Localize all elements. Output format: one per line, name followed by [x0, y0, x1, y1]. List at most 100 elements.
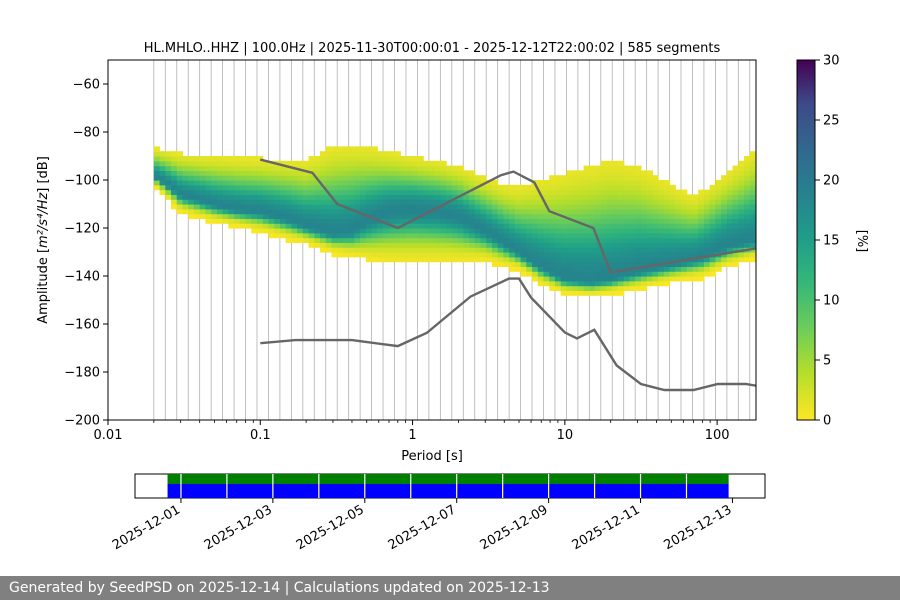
psd-cell	[400, 242, 407, 248]
psd-cell	[423, 237, 430, 243]
psd-cell	[595, 242, 602, 248]
x-tick-label: 1	[408, 428, 416, 443]
psd-cell	[640, 189, 648, 195]
psd-cell	[554, 280, 562, 287]
psd-cell	[383, 184, 390, 191]
psd-cell	[205, 204, 212, 210]
psd-cell	[342, 252, 350, 258]
psd-cell	[738, 184, 745, 191]
psd-cell	[457, 175, 464, 181]
psd-cell	[537, 189, 545, 195]
psd-cell	[572, 247, 579, 253]
psd-cell	[732, 184, 739, 191]
psd-cell	[342, 170, 350, 176]
psd-cell	[400, 247, 407, 253]
psd-cell	[188, 156, 195, 162]
y-tick-label: −160	[64, 318, 100, 333]
psd-cell	[646, 180, 653, 186]
psd-cell	[497, 237, 504, 243]
psd-cell	[211, 213, 218, 219]
psd-cell	[709, 237, 716, 243]
psd-cell	[216, 208, 224, 215]
psd-cell	[417, 194, 424, 200]
psd-cell	[331, 189, 338, 195]
psd-cell	[577, 189, 585, 195]
psd-cell	[681, 242, 688, 248]
psd-cell	[486, 204, 493, 210]
psd-cell	[256, 170, 264, 176]
psd-cell	[726, 180, 734, 186]
psd-cell	[256, 208, 264, 215]
psd-cell	[337, 199, 344, 205]
psd-cell	[428, 170, 436, 176]
psd-cell	[216, 170, 224, 176]
psd-cell	[617, 285, 625, 291]
psd-cell	[721, 223, 728, 229]
psd-cell	[279, 165, 287, 171]
psd-cell	[256, 228, 264, 234]
psd-cell	[503, 256, 510, 263]
psd-cell	[274, 208, 281, 215]
psd-cell	[744, 194, 751, 200]
psd-cell	[577, 285, 585, 291]
psd-cell	[446, 256, 453, 263]
psd-cell	[297, 160, 304, 167]
psd-cell	[434, 218, 441, 224]
psd-cell	[159, 170, 166, 176]
psd-cell	[216, 213, 224, 219]
psd-cell	[320, 242, 327, 248]
psd-cell	[686, 213, 694, 219]
psd-cell	[721, 242, 728, 248]
psd-cell	[325, 242, 333, 248]
psd-cell	[342, 194, 350, 200]
psd-cell	[623, 189, 631, 195]
psd-cell	[314, 170, 321, 176]
psd-cell	[337, 170, 344, 176]
psd-cell	[383, 218, 390, 224]
psd-cell	[726, 232, 734, 239]
psd-cell	[669, 237, 676, 243]
psd-cell	[205, 175, 212, 181]
psd-cell	[337, 146, 344, 152]
psd-cell	[566, 242, 573, 248]
psd-cell	[749, 156, 756, 162]
psd-cell	[600, 194, 608, 200]
psd-cell	[721, 194, 728, 200]
psd-cell	[709, 256, 716, 263]
psd-cell	[554, 180, 562, 186]
psd-cell	[520, 237, 527, 243]
psd-cell	[394, 213, 401, 219]
psd-cell	[262, 165, 270, 171]
psd-cell	[543, 266, 550, 272]
psd-cell	[234, 170, 241, 176]
psd-cell	[675, 199, 682, 205]
psd-cell	[377, 252, 384, 258]
psd-cell	[245, 160, 252, 167]
psd-cell	[434, 160, 441, 167]
psd-cell	[491, 208, 499, 215]
psd-cell	[348, 194, 355, 200]
psd-cell	[583, 271, 590, 277]
psd-cell	[663, 194, 671, 200]
psd-cell	[331, 228, 338, 234]
psd-cell	[509, 242, 516, 248]
psd-cell	[549, 189, 556, 195]
psd-cell	[715, 189, 722, 195]
psd-cell	[279, 208, 287, 215]
psd-cell	[297, 204, 304, 210]
psd-cell	[199, 199, 207, 205]
psd-cell	[623, 280, 631, 287]
psd-cell	[491, 242, 499, 248]
psd-cell	[726, 175, 734, 181]
psd-cell	[577, 232, 585, 239]
psd-cell	[360, 199, 367, 205]
psd-cell	[617, 184, 625, 191]
psd-cell	[658, 204, 665, 210]
psd-cell	[595, 228, 602, 234]
psd-cell	[658, 266, 665, 272]
psd-cell	[446, 218, 453, 224]
psd-cell	[514, 266, 522, 272]
psd-cell	[491, 261, 499, 267]
psd-cell	[595, 290, 602, 296]
colorbar-tick-label: 5	[823, 354, 831, 369]
